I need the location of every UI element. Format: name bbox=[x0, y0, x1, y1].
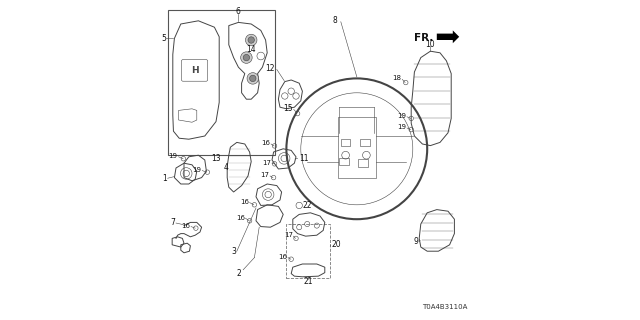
Circle shape bbox=[246, 34, 257, 46]
Text: 15: 15 bbox=[283, 104, 292, 113]
Text: 17: 17 bbox=[260, 172, 269, 178]
Text: 19: 19 bbox=[193, 167, 202, 172]
Bar bbox=[339, 158, 349, 165]
Circle shape bbox=[250, 75, 256, 82]
Circle shape bbox=[243, 54, 250, 61]
Text: 16: 16 bbox=[261, 140, 270, 146]
Text: 9: 9 bbox=[413, 237, 419, 246]
Text: FR.: FR. bbox=[414, 33, 434, 44]
Text: 8: 8 bbox=[332, 16, 337, 25]
Text: 19: 19 bbox=[397, 113, 406, 119]
Text: 12: 12 bbox=[266, 64, 275, 73]
Text: 13: 13 bbox=[211, 154, 221, 163]
Text: 22: 22 bbox=[302, 201, 312, 210]
Text: 21: 21 bbox=[303, 277, 312, 286]
Text: 18: 18 bbox=[392, 76, 402, 81]
Text: 7: 7 bbox=[170, 218, 175, 227]
Text: T0A4B3110A: T0A4B3110A bbox=[422, 304, 467, 310]
Text: 19: 19 bbox=[397, 124, 406, 130]
Text: 10: 10 bbox=[426, 40, 435, 49]
Text: 1: 1 bbox=[163, 174, 167, 183]
Circle shape bbox=[241, 52, 252, 63]
Text: 5: 5 bbox=[161, 34, 166, 43]
Bar bbox=[338, 117, 376, 178]
Text: 2: 2 bbox=[236, 269, 241, 278]
Bar bbox=[360, 139, 370, 146]
Bar bbox=[168, 10, 275, 155]
Text: 16: 16 bbox=[278, 254, 287, 260]
Text: H: H bbox=[191, 66, 198, 75]
Text: 19: 19 bbox=[168, 153, 178, 159]
Text: 16: 16 bbox=[240, 199, 249, 204]
Text: 20: 20 bbox=[332, 240, 341, 249]
Text: 17: 17 bbox=[262, 160, 271, 166]
Text: 3: 3 bbox=[231, 247, 236, 256]
Text: 14: 14 bbox=[246, 45, 256, 54]
Circle shape bbox=[247, 73, 259, 84]
Bar bbox=[358, 159, 368, 167]
Bar bbox=[287, 224, 330, 278]
Text: 11: 11 bbox=[300, 154, 308, 163]
Text: 6: 6 bbox=[236, 7, 241, 16]
Circle shape bbox=[248, 37, 254, 43]
Text: 16: 16 bbox=[236, 215, 245, 220]
Text: 17: 17 bbox=[284, 232, 292, 238]
Text: 4: 4 bbox=[223, 163, 228, 172]
Text: 16: 16 bbox=[181, 223, 191, 228]
Polygon shape bbox=[437, 30, 460, 43]
Bar bbox=[340, 139, 351, 146]
